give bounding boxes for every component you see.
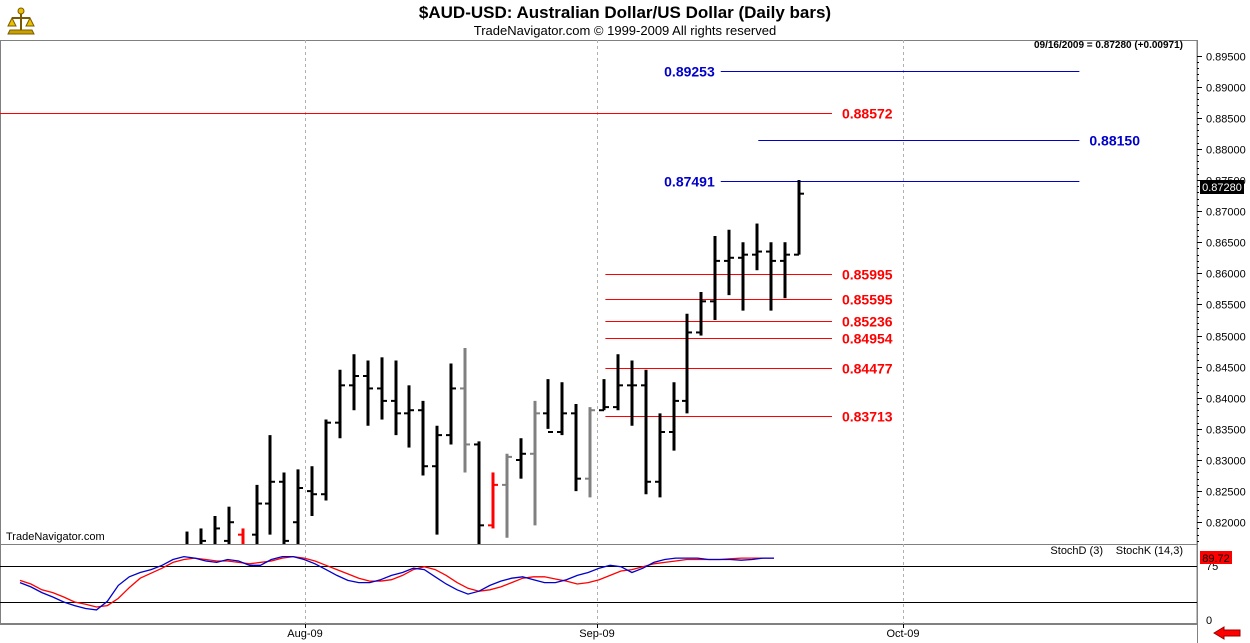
ohlc-bar xyxy=(557,382,567,436)
ohlc-bar xyxy=(613,354,623,411)
ohlc-bar xyxy=(780,242,790,299)
level-label: 0.88572 xyxy=(842,106,893,122)
level-label: 0.84954 xyxy=(842,331,893,347)
ohlc-bar xyxy=(724,229,734,296)
ohlc-bar xyxy=(199,528,206,544)
trade-navigator-logo-icon[interactable] xyxy=(4,4,38,38)
level-label: 0.85236 xyxy=(842,314,893,330)
y-tick-label: 0.82500 xyxy=(1206,487,1246,499)
stoch-value-tag-bg xyxy=(1200,551,1232,564)
ohlc-bar xyxy=(460,348,470,473)
ohlc-bar xyxy=(669,382,679,451)
y-tick-label: 0.89500 xyxy=(1206,52,1246,64)
ohlc-bar xyxy=(696,292,706,336)
ohlc-bar xyxy=(321,419,331,501)
quote-readout: 09/16/2009 = 0.87280 (+0.00971) xyxy=(1034,40,1183,51)
y-tick-label: 0.83500 xyxy=(1206,425,1246,437)
ohlc-bar xyxy=(599,379,609,412)
ohlc-bar xyxy=(252,484,262,544)
ohlc-bar xyxy=(224,506,234,544)
ohlc-bar xyxy=(738,242,748,311)
ohlc-bar xyxy=(265,435,275,535)
level-label: 0.84477 xyxy=(842,361,893,377)
ohlc-bar xyxy=(627,360,637,426)
level-label: 0.83713 xyxy=(842,409,893,425)
ohlc-bar xyxy=(766,242,776,311)
last-price-tag: 0.87280 xyxy=(1202,182,1242,194)
ohlc-bar xyxy=(530,400,540,526)
y-tick-label: 0.87000 xyxy=(1206,207,1246,219)
ohlc-bar xyxy=(682,313,692,414)
ohlc-bar xyxy=(752,223,762,271)
y-tick-label: 0.86000 xyxy=(1206,269,1246,281)
y-tick-label: 0.85500 xyxy=(1206,300,1246,312)
scroll-left-arrow-icon[interactable] xyxy=(1212,626,1242,640)
ohlc-bar xyxy=(488,472,498,529)
level-label: 0.87491 xyxy=(664,174,715,190)
plot-border xyxy=(0,40,1198,624)
ohlc-bar xyxy=(432,425,442,535)
ohlc-bar xyxy=(446,363,456,445)
y-tick-label: 0.83000 xyxy=(1206,456,1246,468)
ohlc-bar xyxy=(238,528,245,544)
ohlc-bar xyxy=(335,369,345,439)
stoch-series-line xyxy=(19,555,774,611)
ohlc-bar xyxy=(585,407,595,498)
y-tick-label: 0.86500 xyxy=(1206,238,1246,250)
watermark-text: TradeNavigator.com xyxy=(6,531,105,543)
ohlc-bar xyxy=(307,466,317,516)
level-lines: 0.89253 0.88572 0.88150 0.87491 0.85995 0.855… xyxy=(0,64,1140,425)
ohlc-bar xyxy=(641,369,651,495)
price-axis: 0.895000.890000.885000.880000.875000.870… xyxy=(1197,52,1246,542)
ohlc-bar xyxy=(279,472,289,544)
ohlc-bar xyxy=(516,438,526,479)
level-label: 0.85995 xyxy=(842,267,893,283)
copyright-text: TradeNavigator.com © 1999-2009 All right… xyxy=(473,23,777,38)
y-tick-label: 0.88500 xyxy=(1206,114,1246,126)
x-tick-label: Aug-09 xyxy=(287,628,322,640)
ohlc-bar xyxy=(391,360,401,436)
ohlc-bar xyxy=(794,180,804,256)
price-bars xyxy=(185,180,804,544)
stoch-value-tag: 89.72 xyxy=(1202,553,1230,565)
stoch-legend-k: StochK (14,3) xyxy=(1116,545,1183,557)
ohlc-bar xyxy=(543,379,553,433)
ohlc-bar xyxy=(655,413,665,498)
ohlc-bar xyxy=(349,354,359,411)
y-tick-label: 0.89000 xyxy=(1206,83,1246,95)
date-axis: Aug-09 Sep-09 Oct-09 xyxy=(287,624,920,640)
chart-frame xyxy=(0,40,1198,643)
x-tick-label: Oct-09 xyxy=(886,628,919,640)
ohlc-bar xyxy=(404,385,414,448)
ohlc-bar xyxy=(474,441,484,544)
y-tick-label: 0.85000 xyxy=(1206,332,1246,344)
chart-grid xyxy=(305,40,904,624)
x-tick-label: Sep-09 xyxy=(579,628,614,640)
ohlc-bar xyxy=(377,357,387,420)
level-label: 0.88150 xyxy=(1089,133,1140,149)
ohlc-bar xyxy=(213,516,220,544)
chart-title: $AUD-USD: Australian Dollar/US Dollar (D… xyxy=(418,3,832,22)
level-label: 0.85595 xyxy=(842,292,893,308)
y-tick-label: 0.84500 xyxy=(1206,363,1246,375)
ohlc-bar xyxy=(571,404,581,492)
y-tick-label: 0.84000 xyxy=(1206,394,1246,406)
y-tick-label: 0.82000 xyxy=(1206,518,1246,530)
stoch-tick-label: 0 xyxy=(1206,615,1212,627)
last-price-tag-bg xyxy=(1200,180,1244,194)
stoch-legend-d: StochD (3) xyxy=(1050,545,1103,557)
ohlc-bar xyxy=(502,453,512,538)
chart-header: $AUD-USD: Australian Dollar/US Dollar (D… xyxy=(0,0,1250,40)
ohlc-bar xyxy=(418,400,428,476)
level-label: 0.89253 xyxy=(664,64,715,80)
stoch-series-line xyxy=(19,555,774,608)
ohlc-bar xyxy=(710,236,720,320)
ohlc-bar xyxy=(363,360,373,426)
ohlc-bar xyxy=(293,469,303,544)
y-tick-label: 0.88000 xyxy=(1206,145,1246,157)
